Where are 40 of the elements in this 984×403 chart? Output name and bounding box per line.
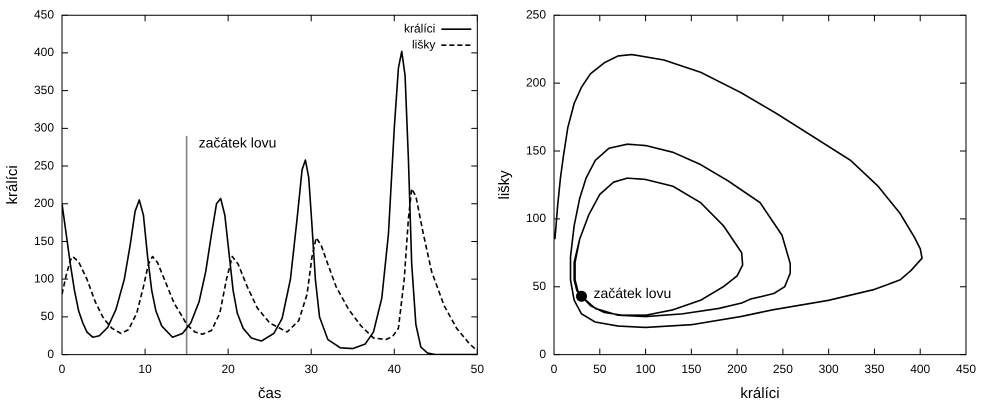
x-tick-label: 300	[818, 362, 839, 376]
x-tick-label: 150	[681, 362, 702, 376]
x-tick-label: 450	[956, 362, 976, 376]
x-tick-label: 0	[58, 362, 66, 376]
legend-label: lišky	[412, 38, 436, 52]
x-tick-label: 0	[550, 362, 558, 376]
y-tick-label: 0	[47, 346, 54, 361]
x-tick-label: 30	[304, 362, 318, 376]
y-tick-label: 250	[526, 8, 546, 22]
legend-label: králíci	[404, 22, 436, 36]
y-axis-title: králíci	[4, 165, 22, 204]
x-tick-label: 250	[772, 362, 794, 376]
x-tick-label: 350	[864, 362, 885, 376]
y-tick-label: 250	[34, 158, 54, 172]
y-tick-label: 50	[532, 279, 546, 294]
y-tick-label: 450	[34, 8, 54, 22]
y-tick-label: 150	[34, 234, 54, 248]
y-tick-label: 0	[539, 346, 546, 361]
x-tick-label: 10	[138, 362, 152, 376]
y-tick-label: 350	[34, 82, 54, 97]
x-tick-label: 50	[470, 362, 484, 376]
y-tick-label: 100	[526, 211, 546, 226]
annotation: začátek lovu	[593, 285, 672, 302]
y-tick-label: 400	[34, 45, 54, 60]
annotation: začátek lovu	[198, 134, 276, 151]
y-tick-label: 150	[526, 143, 546, 158]
y-axis-title: lišky	[496, 170, 514, 200]
x-axis-title: čas	[258, 385, 282, 402]
x-tick-label: 40	[388, 362, 402, 376]
y-tick-label: 50	[40, 309, 54, 324]
x-tick-label: 20	[221, 362, 236, 376]
x-axis-title: králíci	[740, 385, 780, 402]
x-tick-label: 400	[910, 362, 931, 376]
y-tick-label: 100	[34, 271, 54, 286]
x-tick-label: 100	[636, 362, 656, 376]
x-tick-label: 50	[593, 362, 607, 376]
y-tick-label: 300	[34, 120, 54, 135]
y-tick-label: 200	[34, 196, 54, 210]
y-tick-label: 200	[526, 75, 546, 90]
x-tick-label: 200	[727, 362, 748, 376]
